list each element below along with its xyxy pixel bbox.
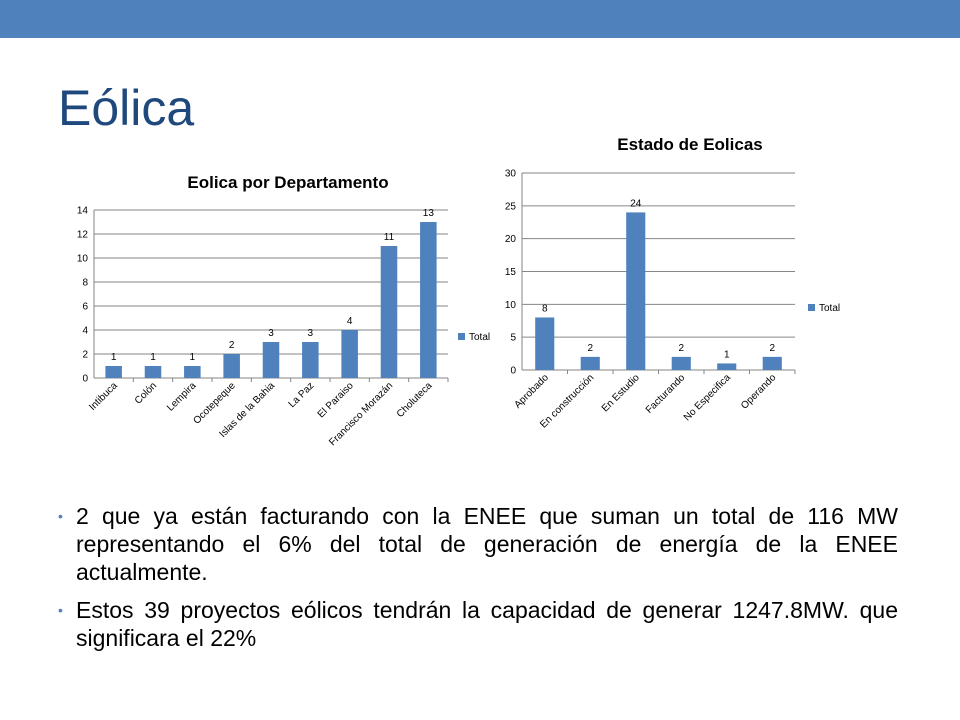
y-tick-label: 15 [505,267,517,278]
bar [380,246,398,378]
y-tick-label: 4 [82,326,88,337]
bar [105,366,122,378]
y-tick-label: 10 [505,300,517,311]
data-label: 2 [769,343,775,354]
data-label: 11 [384,232,395,243]
y-tick-label: 20 [505,234,517,245]
y-tick-label: 8 [82,278,88,289]
legend-swatch [458,333,465,340]
bullet-list: • 2 que ya están facturando con la ENEE q… [58,502,898,662]
bar [535,317,555,370]
chart-title: Eolica por Departamento [187,173,388,192]
data-label: 2 [587,343,593,354]
data-label: 8 [542,303,548,314]
data-label: 3 [308,328,314,339]
chart-estado-de-eolicas: Estado de Eolicas 0 5 10 15 20 25 30 8 Aprobado 2 E… [490,125,910,465]
bullet-item: • 2 que ya están facturando con la ENEE q… [58,502,898,586]
chart-title: Estado de Eolicas [617,135,763,154]
x-tick-label: Lempira [165,380,199,414]
data-label: 2 [678,343,684,354]
x-tick-label: La Paz [287,380,317,410]
legend-label: Total [819,303,840,314]
legend-swatch [808,304,815,311]
bar [671,356,691,370]
y-tick-label: 6 [82,302,88,313]
x-tick-label: Aprobado [512,372,551,411]
x-tick-label: Choluteca [395,380,435,420]
bar [341,330,358,378]
bullet-item: • Estos 39 proyectos eólicos tendrán la c… [58,596,898,652]
y-tick-label: 0 [82,374,88,385]
top-accent-bar [0,0,960,38]
bar [717,363,737,370]
x-tick-label: En Estudio [600,372,642,414]
data-label: 24 [630,198,642,209]
bar [184,366,201,378]
data-label: 1 [724,349,730,360]
y-tick-label: 12 [77,230,89,241]
legend-label: Total [469,332,490,343]
x-tick-label: Facturando [644,372,688,416]
y-tick-label: 30 [505,169,517,180]
bar [762,356,782,370]
y-tick-label: 10 [77,254,89,265]
data-label: 4 [347,316,353,327]
data-label: 3 [268,328,274,339]
bar [302,342,319,378]
data-label: 1 [190,352,196,363]
bullet-dot-icon: • [58,508,63,524]
bullet-text: Estos 39 proyectos eólicos tendrán la ca… [76,597,898,651]
bar [626,212,646,370]
bar [144,366,162,378]
y-tick-label: 5 [510,333,516,344]
bar [420,222,437,378]
slide-title: Eólica [58,80,195,136]
bar [223,354,240,378]
x-tick-label: El Paraiso [316,380,356,420]
data-label: 2 [229,340,235,351]
bar [580,356,600,370]
chart-eolica-por-departamento: Eolica por Departamento 0 2 4 6 8 10 12 14 1 Intib… [58,160,518,480]
y-tick-label: 25 [505,201,517,212]
x-tick-label: Intibuca [87,380,120,413]
x-tick-label: No Especifica [682,372,733,423]
bar [262,342,280,378]
x-tick-label: Colón [133,380,159,406]
data-label: 1 [111,352,117,363]
bullet-text: 2 que ya están facturando con la ENEE qu… [76,503,898,585]
y-tick-label: 0 [510,366,516,377]
x-tick-label: Operando [739,372,779,412]
y-tick-label: 2 [82,350,88,361]
data-label: 13 [423,208,435,219]
bullet-dot-icon: • [58,602,63,618]
data-label: 1 [150,352,156,363]
y-tick-label: 14 [77,206,89,217]
